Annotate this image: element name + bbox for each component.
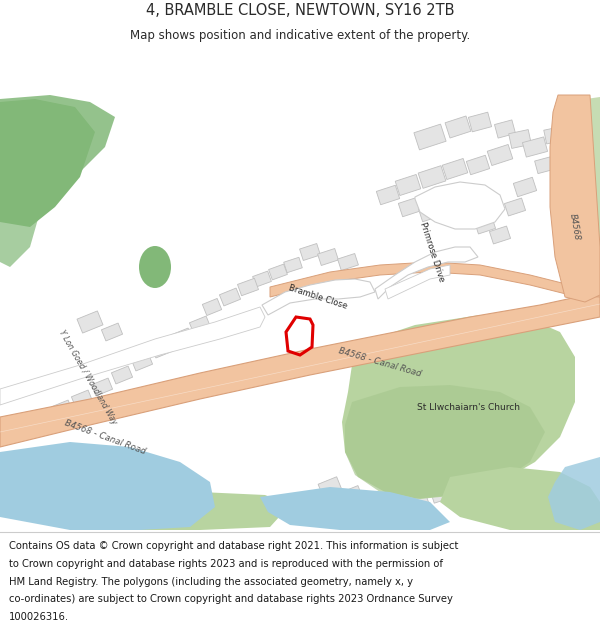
Bar	[341, 486, 363, 504]
Text: 100026316.: 100026316.	[9, 612, 69, 622]
Polygon shape	[415, 182, 505, 229]
Bar	[418, 202, 442, 222]
Text: St Llwchaiarn's Church: St Llwchaiarn's Church	[416, 402, 520, 411]
Bar	[544, 126, 566, 144]
Bar	[535, 156, 556, 174]
Bar	[91, 378, 113, 396]
Bar	[476, 454, 494, 470]
Bar	[490, 226, 511, 244]
Polygon shape	[262, 279, 375, 315]
Bar	[398, 198, 422, 217]
Polygon shape	[270, 262, 600, 297]
Polygon shape	[375, 247, 478, 299]
Polygon shape	[548, 457, 600, 530]
Polygon shape	[260, 487, 450, 530]
Bar	[487, 144, 513, 166]
Bar	[395, 174, 421, 196]
Bar	[431, 487, 449, 503]
Polygon shape	[0, 307, 265, 405]
Bar	[410, 494, 430, 510]
Bar	[523, 137, 548, 157]
Text: HM Land Registry. The polygons (including the associated geometry, namely x, y: HM Land Registry. The polygons (includin…	[9, 576, 413, 586]
Bar	[364, 492, 386, 511]
Bar	[220, 288, 241, 306]
Bar	[31, 410, 53, 428]
Text: co-ordinates) are subject to Crown copyright and database rights 2023 Ordnance S: co-ordinates) are subject to Crown copyr…	[9, 594, 453, 604]
Bar	[338, 254, 358, 271]
Text: Primrose Drive: Primrose Drive	[418, 221, 446, 283]
Bar	[269, 264, 287, 280]
Polygon shape	[0, 292, 600, 447]
Ellipse shape	[139, 246, 171, 288]
Polygon shape	[550, 95, 600, 302]
Bar	[317, 249, 338, 266]
Bar	[458, 459, 478, 475]
Bar	[190, 316, 211, 334]
Bar	[441, 386, 479, 408]
Bar	[509, 129, 532, 148]
Bar	[238, 278, 259, 296]
Bar	[387, 498, 409, 516]
Polygon shape	[0, 99, 95, 227]
Polygon shape	[0, 192, 40, 267]
Bar	[494, 120, 515, 138]
Bar	[469, 112, 491, 132]
Bar	[172, 328, 193, 346]
Bar	[131, 353, 152, 371]
Bar	[11, 420, 32, 438]
Bar	[514, 177, 536, 197]
Text: 4, BRAMBLE CLOSE, NEWTOWN, SY16 2TB: 4, BRAMBLE CLOSE, NEWTOWN, SY16 2TB	[146, 3, 454, 18]
Polygon shape	[0, 442, 215, 530]
Bar	[77, 311, 103, 333]
Polygon shape	[120, 492, 290, 530]
Bar	[253, 271, 271, 287]
Polygon shape	[342, 315, 575, 499]
Bar	[202, 299, 221, 316]
Bar	[439, 206, 461, 224]
Bar	[376, 185, 400, 205]
Bar	[418, 166, 446, 188]
Bar	[112, 366, 133, 384]
Polygon shape	[345, 385, 545, 499]
Bar	[457, 210, 479, 228]
Bar	[299, 244, 320, 261]
Bar	[71, 390, 92, 408]
Bar	[475, 216, 496, 234]
Bar	[505, 198, 526, 216]
Bar	[496, 449, 514, 464]
Polygon shape	[440, 467, 600, 530]
Bar	[442, 159, 468, 179]
Text: B4568 - Canal Road: B4568 - Canal Road	[63, 418, 147, 456]
Bar	[414, 124, 446, 150]
Bar	[445, 116, 471, 138]
Bar	[318, 477, 342, 498]
Text: Map shows position and indicative extent of the property.: Map shows position and indicative extent…	[130, 29, 470, 42]
Bar	[466, 155, 490, 175]
Bar	[101, 323, 122, 341]
Text: B4568: B4568	[568, 213, 582, 241]
Text: to Crown copyright and database rights 2023 and is reproduced with the permissio: to Crown copyright and database rights 2…	[9, 559, 443, 569]
Polygon shape	[558, 97, 600, 312]
Polygon shape	[0, 95, 115, 212]
Bar	[151, 340, 173, 358]
Text: Bramble Close: Bramble Close	[287, 283, 349, 311]
Text: Contains OS data © Crown copyright and database right 2021. This information is : Contains OS data © Crown copyright and d…	[9, 541, 458, 551]
Bar	[52, 400, 73, 418]
Bar	[284, 258, 302, 272]
Text: B4568 - Canal Road: B4568 - Canal Road	[338, 346, 422, 378]
Bar	[445, 388, 475, 406]
Text: Y Lon Goed / Woodland Way: Y Lon Goed / Woodland Way	[57, 328, 119, 426]
Polygon shape	[385, 265, 450, 299]
